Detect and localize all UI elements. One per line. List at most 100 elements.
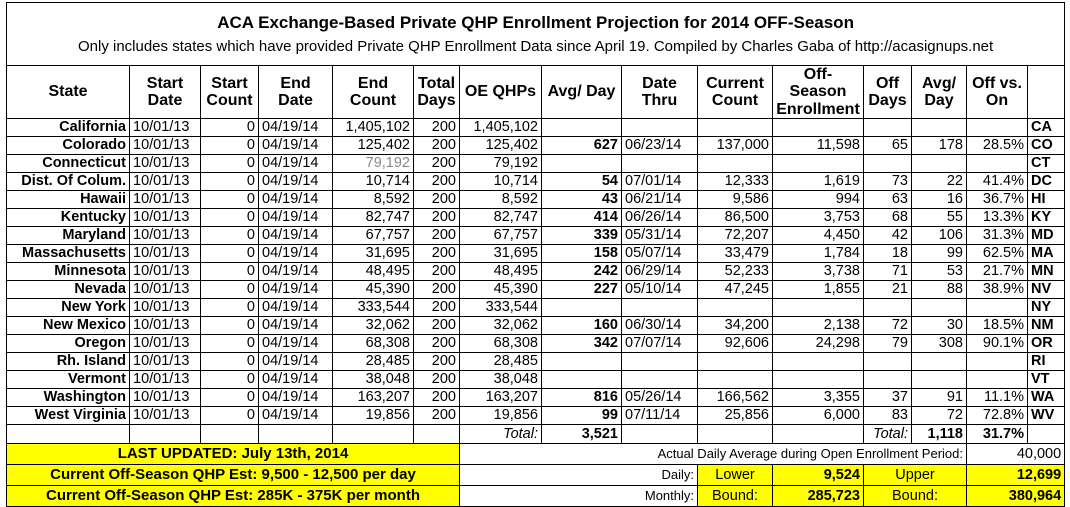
avg-day-cell <box>541 297 622 317</box>
abbr-cell: NM <box>1026 315 1066 335</box>
current-count-cell <box>697 297 773 317</box>
avg-day-cell: 227 <box>541 279 622 299</box>
column-header: Start Date <box>129 65 201 119</box>
end-date-cell: 04/19/14 <box>258 189 333 209</box>
current-count-cell: 137,000 <box>697 135 773 155</box>
current-count-cell: 92,606 <box>697 333 773 353</box>
off-vs-on-cell <box>966 369 1028 389</box>
avg-day-cell: 339 <box>541 225 622 245</box>
end-count-cell: 333,544 <box>332 297 414 317</box>
last-updated: LAST UPDATED: July 13th, 2014 <box>6 442 460 465</box>
oe-avg-label: Actual Daily Average during Open Enrollm… <box>459 442 967 465</box>
current-count-cell: 33,479 <box>697 243 773 263</box>
off-days-cell: 71 <box>863 261 912 281</box>
date-thru-cell: 06/23/14 <box>621 135 698 155</box>
subtitle: Only includes states which have provided… <box>77 38 994 55</box>
avg-day-cell: 54 <box>541 171 622 191</box>
start-date-cell: 10/01/13 <box>129 171 201 191</box>
avg-day-cell: 160 <box>541 315 622 335</box>
total-days-cell: 200 <box>413 261 460 281</box>
monthly-estimate: Current Off-Season QHP Est: 285K - 375K … <box>6 484 460 507</box>
footer-row: LAST UPDATED: July 13th, 2014 Actual Dail… <box>6 442 1066 465</box>
end-count-cell: 28,485 <box>332 351 414 371</box>
data-row: West Virginia 10/01/13 0 04/19/14 19,856 200 1… <box>6 405 1066 425</box>
avg-day-cell <box>541 117 622 137</box>
column-header-blank <box>1026 65 1066 119</box>
off-vs-on-cell: 11.1% <box>966 387 1028 407</box>
state-cell: Hawaii <box>6 189 130 209</box>
off-days-cell: 21 <box>863 279 912 299</box>
date-thru-cell <box>621 351 698 371</box>
data-row: California 10/01/13 0 04/19/14 1,405,102 200 1… <box>6 117 1066 137</box>
end-count-cell: 31,695 <box>332 243 414 263</box>
start-count-cell: 0 <box>200 207 259 227</box>
current-count-cell: 166,562 <box>697 387 773 407</box>
daily-label: Daily: <box>459 463 698 486</box>
column-header: Avg/ Day <box>541 65 622 119</box>
start-date-cell: 10/01/13 <box>129 189 201 209</box>
date-thru-cell: 06/29/14 <box>621 261 698 281</box>
avg-day-cell <box>541 351 622 371</box>
total-off-vs-on: 31.7% <box>966 423 1028 444</box>
total-days-cell: 200 <box>413 315 460 335</box>
date-thru-cell: 06/26/14 <box>621 207 698 227</box>
off-season-cell: 24,298 <box>772 333 864 353</box>
off-avg-day-cell: 99 <box>911 243 967 263</box>
end-date-cell: 04/19/14 <box>258 315 333 335</box>
state-cell: Kentucky <box>6 207 130 227</box>
column-header: State <box>6 65 130 119</box>
state-cell: Rh. Island <box>6 351 130 371</box>
daily-lower: 9,524 <box>772 463 864 486</box>
start-date-cell: 10/01/13 <box>129 279 201 299</box>
state-cell: Oregon <box>6 333 130 353</box>
oe-qhps-cell: 10,714 <box>459 171 542 191</box>
total-days-cell: 200 <box>413 405 460 425</box>
abbr-cell: OR <box>1026 333 1066 353</box>
data-row: Washington 10/01/13 0 04/19/14 163,207 200 163… <box>6 387 1066 407</box>
oe-qhps-cell: 48,495 <box>459 261 542 281</box>
total-days-cell: 200 <box>413 135 460 155</box>
oe-qhps-cell: 8,592 <box>459 189 542 209</box>
off-avg-day-cell: 53 <box>911 261 967 281</box>
abbr-cell: CA <box>1026 117 1066 137</box>
off-vs-on-cell <box>966 153 1028 173</box>
data-row: Rh. Island 10/01/13 0 04/19/14 28,485 200 28,4… <box>6 351 1066 371</box>
current-count-cell <box>697 369 773 389</box>
upper-bound-label: Bound: <box>863 484 967 507</box>
off-vs-on-cell: 18.5% <box>966 315 1028 335</box>
start-date-cell: 10/01/13 <box>129 153 201 173</box>
oe-qhps-cell: 31,695 <box>459 243 542 263</box>
date-thru-cell: 07/07/14 <box>621 333 698 353</box>
start-date-cell: 10/01/13 <box>129 135 201 155</box>
total-avg-day: 3,521 <box>541 423 622 444</box>
off-days-cell: 73 <box>863 171 912 191</box>
off-avg-day-cell: 16 <box>911 189 967 209</box>
off-days-cell: 79 <box>863 333 912 353</box>
state-cell: New York <box>6 297 130 317</box>
upper-label: Upper <box>863 463 967 486</box>
end-date-cell: 04/19/14 <box>258 243 333 263</box>
avg-day-cell <box>541 369 622 389</box>
start-date-cell: 10/01/13 <box>129 117 201 137</box>
total-days-cell: 200 <box>413 369 460 389</box>
data-row: Dist. Of Colum. 10/01/13 0 04/19/14 10,714 20… <box>6 171 1066 191</box>
off-season-cell <box>772 153 864 173</box>
end-count-cell: 45,390 <box>332 279 414 299</box>
off-avg-day-cell: 30 <box>911 315 967 335</box>
current-count-cell: 86,500 <box>697 207 773 227</box>
end-date-cell: 04/19/14 <box>258 405 333 425</box>
end-count-cell: 19,856 <box>332 405 414 425</box>
oe-qhps-cell: 163,207 <box>459 387 542 407</box>
total-days-cell: 200 <box>413 279 460 299</box>
state-cell: New Mexico <box>6 315 130 335</box>
end-count-cell: 163,207 <box>332 387 414 407</box>
off-avg-day-cell: 178 <box>911 135 967 155</box>
avg-day-cell: 627 <box>541 135 622 155</box>
avg-day-cell: 43 <box>541 189 622 209</box>
oe-qhps-cell: 82,747 <box>459 207 542 227</box>
total-days-cell: 200 <box>413 207 460 227</box>
monthly-upper: 380,964 <box>965 484 1066 507</box>
start-date-cell: 10/01/13 <box>129 243 201 263</box>
off-vs-on-cell: 13.3% <box>966 207 1028 227</box>
data-row: Vermont 10/01/13 0 04/19/14 38,048 200 38,048 V… <box>6 369 1066 389</box>
